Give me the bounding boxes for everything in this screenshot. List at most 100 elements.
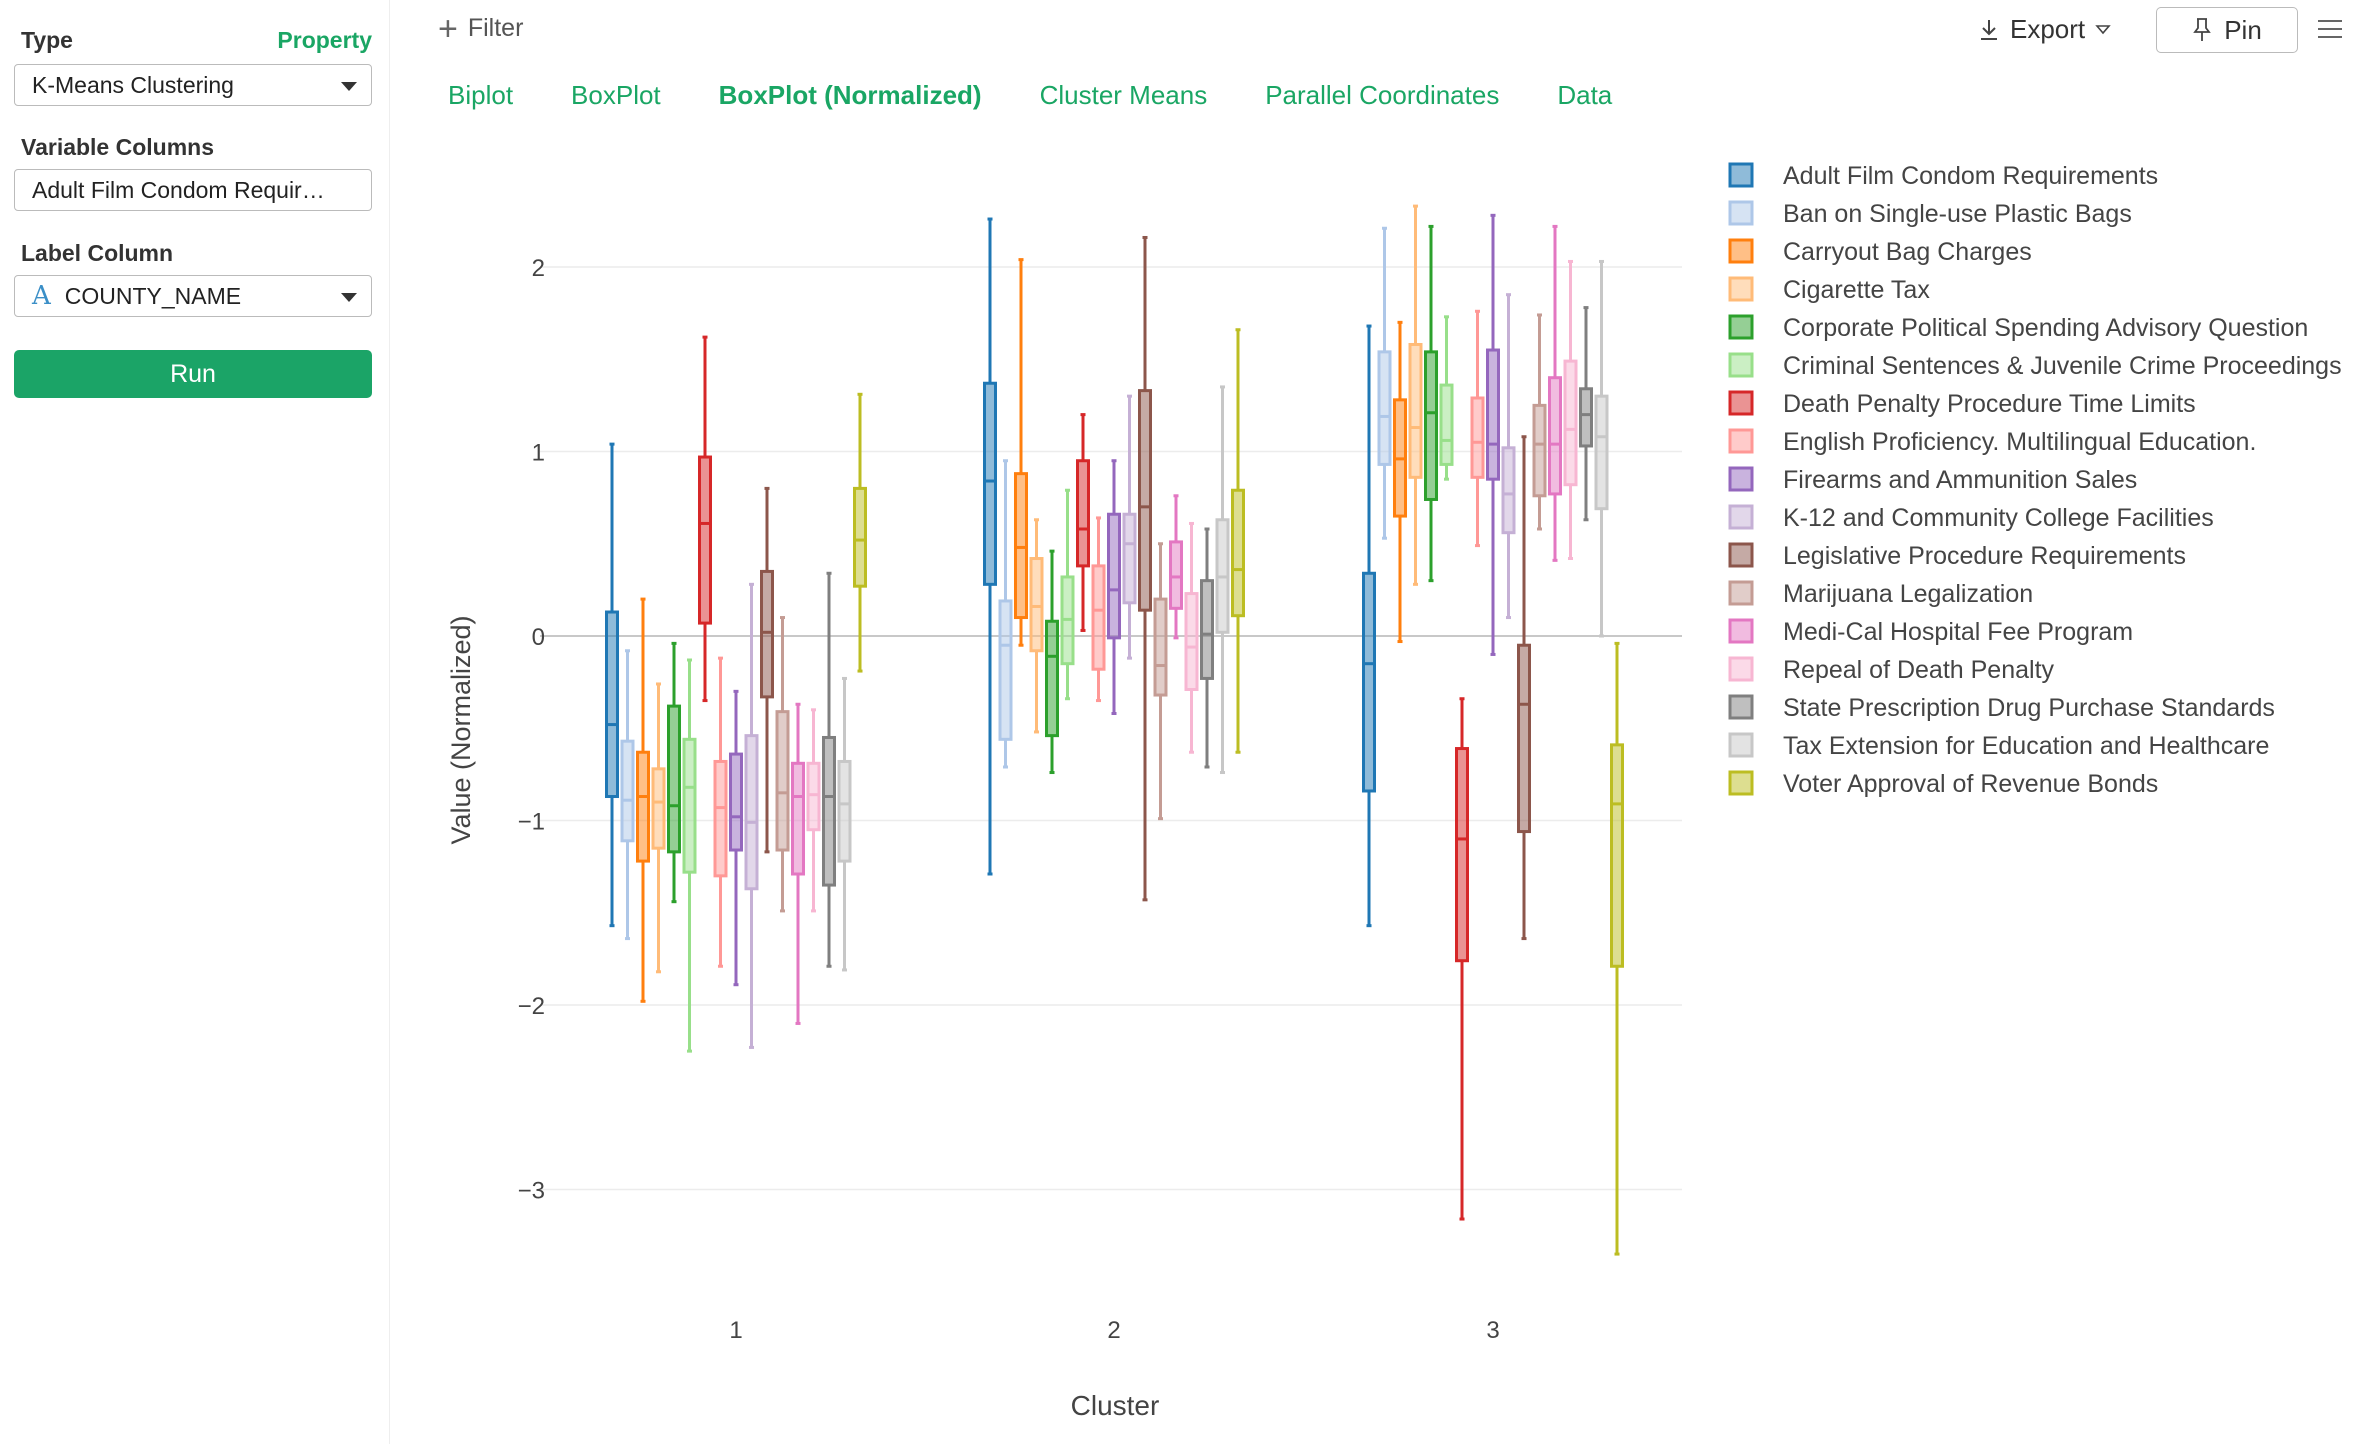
label-column-select[interactable]: A COUNTY_NAME	[14, 275, 372, 317]
pin-label: Pin	[2224, 14, 2262, 45]
box[interactable]	[1184, 521, 1199, 754]
box[interactable]	[729, 689, 743, 987]
box[interactable]	[1532, 313, 1547, 531]
box[interactable]	[1579, 306, 1593, 522]
box[interactable]	[713, 656, 728, 968]
box[interactable]	[1091, 516, 1106, 703]
box[interactable]	[1548, 224, 1562, 562]
export-button[interactable]: Export	[1978, 14, 2111, 45]
legend-item[interactable]: Marijuana Legalization	[1728, 580, 2033, 608]
legend-item[interactable]: K-12 and Community College Facilities	[1728, 504, 2214, 532]
legend-item[interactable]: Legislative Procedure Requirements	[1728, 542, 2186, 570]
plus-icon: +	[438, 9, 458, 48]
hamburger-menu-icon[interactable]	[2318, 20, 2342, 40]
legend-label: Ban on Single-use Plastic Bags	[1783, 200, 2132, 228]
legend-item[interactable]: Voter Approval of Revenue Bonds	[1728, 770, 2158, 798]
tab-data[interactable]: Data	[1557, 80, 1613, 110]
legend-item[interactable]: State Prescription Drug Purchase Standar…	[1728, 694, 2275, 722]
box[interactable]	[1377, 226, 1392, 540]
legend-item[interactable]: Ban on Single-use Plastic Bags	[1728, 200, 2132, 228]
box[interactable]	[1424, 224, 1438, 583]
box[interactable]	[1169, 494, 1183, 640]
pin-button[interactable]: Pin	[2156, 7, 2298, 53]
box-body	[837, 759, 852, 863]
box[interactable]	[1076, 413, 1090, 632]
box[interactable]	[1029, 518, 1044, 734]
legend-item[interactable]: Medi-Cal Hospital Fee Program	[1728, 618, 2133, 646]
variable-columns-field[interactable]: Adult Film Condom Requir…	[14, 169, 372, 211]
legend-item[interactable]: Tax Extension for Education and Healthca…	[1728, 732, 2269, 760]
tab-boxplot-normalized[interactable]: BoxPlot (Normalized)	[718, 80, 982, 110]
box[interactable]	[1610, 641, 1624, 1256]
box[interactable]	[698, 335, 712, 703]
legend-item[interactable]: Death Penalty Procedure Time Limits	[1728, 390, 2196, 418]
box[interactable]	[636, 597, 650, 1003]
legend-label: Repeal of Death Penalty	[1783, 656, 2055, 684]
box[interactable]	[1455, 697, 1469, 1221]
box[interactable]	[983, 217, 997, 876]
box[interactable]	[1517, 435, 1531, 941]
box[interactable]	[791, 702, 805, 1025]
tab-cluster-means[interactable]: Cluster Means	[1039, 80, 1208, 110]
box-body	[1486, 348, 1500, 481]
box[interactable]	[1153, 542, 1168, 821]
legend-item[interactable]: English Proficiency. Multilingual Educat…	[1728, 428, 2256, 456]
box[interactable]	[1060, 488, 1075, 701]
legend-item[interactable]: Carryout Bag Charges	[1728, 238, 2032, 266]
box[interactable]	[1014, 258, 1028, 647]
export-label: Export	[2010, 14, 2086, 44]
box[interactable]	[667, 641, 681, 904]
sidebar: Type Property K-Means Clustering Variabl…	[0, 0, 390, 1444]
box[interactable]	[1486, 213, 1500, 656]
box[interactable]	[744, 582, 759, 1049]
filter-button[interactable]: + Filter	[438, 9, 523, 48]
legend-item[interactable]: Adult Film Condom Requirements	[1728, 162, 2158, 190]
box[interactable]	[822, 571, 836, 968]
legend-label: English Proficiency. Multilingual Educat…	[1783, 428, 2256, 456]
box[interactable]	[1231, 328, 1245, 754]
box[interactable]	[682, 658, 697, 1053]
box-body	[1563, 359, 1578, 487]
box[interactable]	[775, 616, 790, 913]
variable-columns-value: Adult Film Condom Requir…	[32, 176, 325, 203]
box[interactable]	[1107, 459, 1121, 715]
box[interactable]	[1045, 549, 1059, 775]
box[interactable]	[1393, 320, 1407, 644]
box[interactable]	[1122, 394, 1137, 660]
legend-label: Corporate Political Spending Advisory Qu…	[1783, 314, 2308, 342]
run-button[interactable]: Run	[14, 350, 372, 398]
type-select[interactable]: K-Means Clustering	[14, 64, 372, 106]
box[interactable]	[1215, 385, 1230, 775]
box-body	[1076, 459, 1090, 568]
box[interactable]	[998, 459, 1013, 769]
tab-boxplot[interactable]: BoxPlot	[571, 80, 661, 110]
box[interactable]	[1470, 309, 1485, 548]
legend-item[interactable]: Repeal of Death Penalty	[1728, 656, 2055, 684]
box[interactable]	[837, 676, 852, 972]
x-axis-label: Cluster	[1071, 1390, 1160, 1421]
box-body	[1501, 446, 1516, 535]
legend-item[interactable]: Criminal Sentences & Juvenile Crime Proc…	[1728, 352, 2342, 380]
box[interactable]	[853, 392, 867, 673]
box[interactable]	[1439, 315, 1454, 481]
tab-biplot[interactable]: Biplot	[448, 80, 514, 110]
box[interactable]	[806, 708, 821, 913]
box[interactable]	[620, 649, 635, 941]
box[interactable]	[760, 486, 774, 854]
legend-item[interactable]: Cigarette Tax	[1728, 276, 1930, 304]
tab-parallel-coordinates[interactable]: Parallel Coordinates	[1265, 80, 1500, 110]
box[interactable]	[1362, 324, 1376, 928]
box[interactable]	[1563, 259, 1578, 561]
box[interactable]	[1408, 204, 1423, 586]
box[interactable]	[1138, 235, 1152, 902]
property-link[interactable]: Property	[277, 27, 372, 53]
legend-item[interactable]: Firearms and Ammunition Sales	[1728, 466, 2137, 494]
box-body	[760, 569, 774, 699]
box[interactable]	[1200, 527, 1214, 769]
box[interactable]	[605, 442, 619, 928]
legend-item[interactable]: Corporate Political Spending Advisory Qu…	[1728, 314, 2308, 342]
box[interactable]	[1594, 259, 1609, 638]
box[interactable]	[1501, 293, 1516, 620]
box[interactable]	[651, 682, 666, 974]
